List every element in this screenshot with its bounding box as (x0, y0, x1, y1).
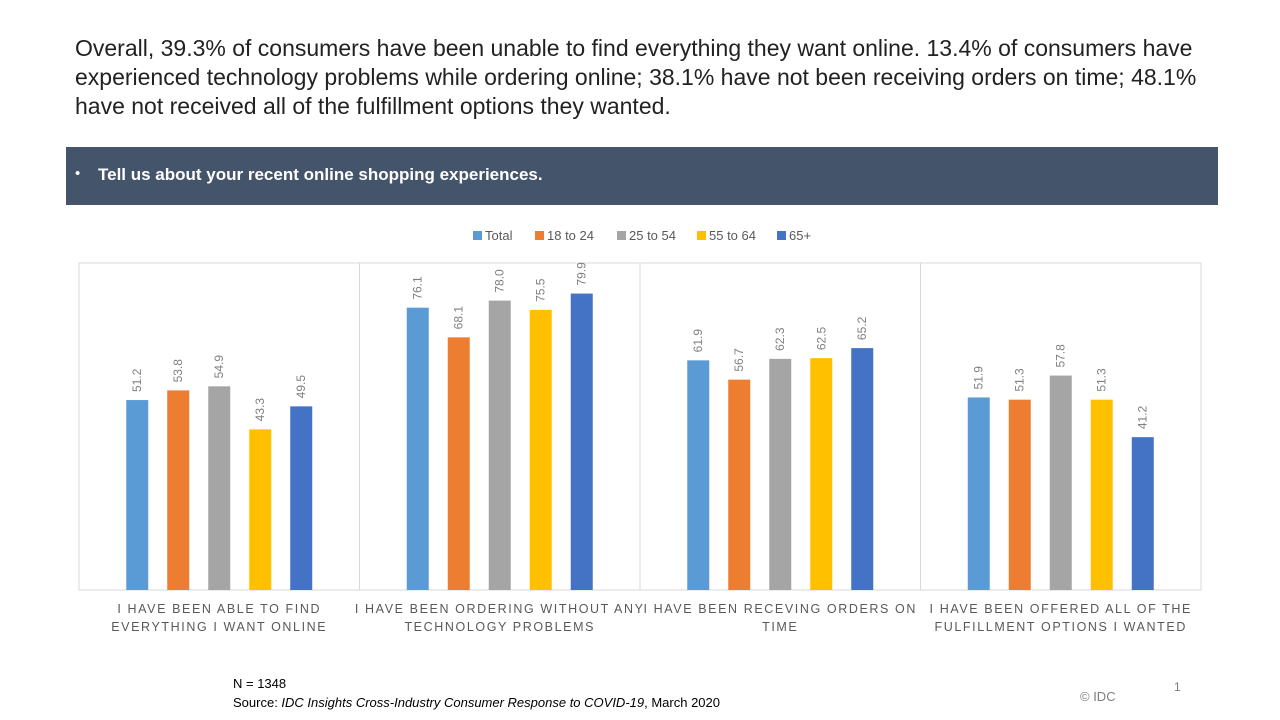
copyright: © IDC (1080, 689, 1116, 704)
bar-25-to-54 (488, 300, 511, 590)
bar-55-to-64 (1090, 399, 1113, 590)
source-note: Source: IDC Insights Cross-Industry Cons… (233, 695, 720, 710)
question-banner: • Tell us about your recent online shopp… (66, 147, 1218, 205)
sample-size: N = 1348 (233, 676, 287, 691)
bar-55-to-64 (249, 429, 272, 590)
category-label: EVERYTHING I WANT ONLINE (111, 620, 327, 634)
data-label: 62.3 (773, 327, 787, 351)
data-label: 57.8 (1054, 344, 1068, 368)
category-label: I HAVE BEEN RECEVING ORDERS ON (643, 602, 917, 616)
source-suffix: , March 2020 (644, 695, 720, 710)
category-label: TIME (762, 620, 798, 634)
data-label: 41.2 (1136, 405, 1150, 429)
category-label: FULFILLMENT OPTIONS I WANTED (935, 620, 1187, 634)
bar-total (687, 360, 710, 590)
headline: Overall, 39.3% of consumers have been un… (75, 35, 1197, 119)
legend-label: 65+ (789, 228, 811, 243)
data-label: 65.2 (855, 316, 869, 340)
bar-total (406, 307, 429, 590)
data-label: 79.9 (575, 262, 589, 286)
bar-25-to-54 (1049, 375, 1072, 590)
bar-18-to-24 (728, 379, 751, 590)
bar-65plus (290, 406, 313, 590)
legend-label: 18 to 24 (547, 228, 594, 243)
legend-swatch (697, 231, 706, 240)
bar-55-to-64 (529, 309, 552, 590)
data-label: 49.5 (294, 375, 308, 399)
data-label: 78.0 (493, 269, 507, 293)
data-label: 53.8 (171, 359, 185, 383)
data-label: 43.3 (253, 398, 267, 422)
data-label: 56.7 (732, 348, 746, 372)
data-label: 54.9 (212, 355, 226, 379)
source-title: IDC Insights Cross-Industry Consumer Res… (281, 695, 645, 710)
banner-bullet: • (75, 165, 81, 182)
legend-label: 25 to 54 (629, 228, 676, 243)
bar-55-to-64 (810, 358, 833, 590)
bar-total (126, 400, 149, 590)
data-label: 68.1 (452, 306, 466, 330)
bar-18-to-24 (167, 390, 190, 590)
data-label: 75.5 (534, 278, 548, 302)
category-label: I HAVE BEEN ORDERING WITHOUT ANY (355, 602, 645, 616)
data-label: 76.1 (411, 276, 425, 300)
legend-label: 55 to 64 (709, 228, 756, 243)
legend-swatch (473, 231, 482, 240)
legend-label: Total (485, 228, 513, 243)
bar-18-to-24 (447, 337, 470, 590)
legend-swatch (535, 231, 544, 240)
bar-65plus (570, 293, 593, 590)
source-prefix: Source: (233, 695, 282, 710)
banner-text: Tell us about your recent online shoppin… (98, 165, 543, 184)
data-label: 51.2 (130, 368, 144, 392)
legend-swatch (617, 231, 626, 240)
page-number: 1 (1174, 680, 1181, 694)
data-label: 62.5 (814, 326, 828, 350)
bar-65plus (851, 348, 874, 590)
data-label: 51.3 (1095, 368, 1109, 392)
bar-25-to-54 (208, 386, 231, 590)
bar-25-to-54 (769, 358, 792, 590)
legend-swatch (777, 231, 786, 240)
bar-total (967, 397, 990, 590)
bar-65plus (1131, 437, 1154, 590)
bar-18-to-24 (1008, 399, 1031, 590)
category-label: I HAVE BEEN OFFERED ALL OF THE (930, 602, 1192, 616)
category-label: I HAVE BEEN ABLE TO FIND (117, 602, 321, 616)
data-label: 61.9 (691, 329, 705, 353)
data-label: 51.3 (1013, 368, 1027, 392)
category-label: TECHNOLOGY PROBLEMS (404, 620, 595, 634)
data-label: 51.9 (972, 366, 986, 390)
